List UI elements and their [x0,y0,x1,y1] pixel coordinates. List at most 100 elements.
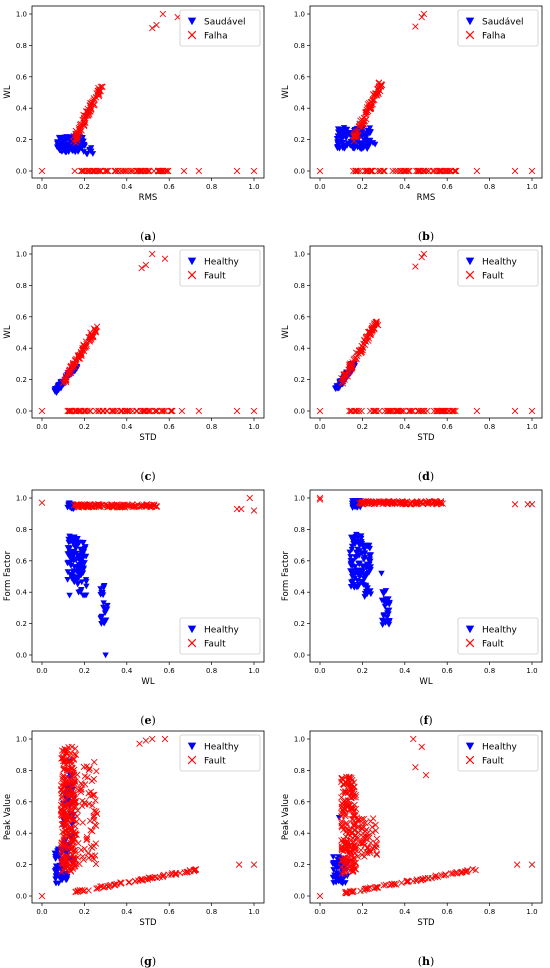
x-tick-label: 0.0 [314,423,325,431]
fault-point [444,167,452,175]
x-tick-label: 0.0 [36,667,47,675]
x-tick-label: 0.6 [164,183,176,191]
healthy-point [102,652,109,659]
fault-point [361,499,369,506]
fault-point [165,871,172,878]
legend-fault-marker [187,755,197,765]
fault-point [316,167,324,175]
fault-point [435,499,442,507]
fault-point [351,133,359,140]
fault-point [171,870,179,878]
fault-point [126,879,133,886]
axes-frame [31,489,265,663]
healthy-point [82,553,90,560]
healthy-point [339,144,347,151]
healthy-point [361,543,368,549]
fault-point [451,167,459,175]
x-tick-label: 0.2 [79,667,90,675]
healthy-point [60,873,67,880]
fault-point [64,766,71,773]
fault-point [413,877,420,885]
healthy-point [100,600,107,607]
fault-point [352,167,359,175]
fault-point [114,167,122,175]
fault-point [348,781,355,789]
fault-point [128,167,135,175]
fault-point [378,81,385,88]
y-tick-label: 1.0 [294,736,305,744]
fault-point [71,750,78,758]
fault-point [91,758,98,766]
fault-point [72,139,79,146]
fault-point [341,861,349,868]
legend: Healthy Fault [457,734,539,772]
fault-point [356,120,364,127]
fault-point [359,833,367,840]
legend-label: Fault [482,640,504,650]
fault-point [104,501,111,509]
healthy-point [381,603,389,610]
fault-point [361,853,368,860]
healthy-point [359,568,367,574]
fault-point [381,167,388,175]
fault-point [442,871,449,878]
fault-point [144,407,151,415]
fault-point [353,833,361,840]
fault-point [445,407,452,415]
fault-point [250,407,258,415]
fault-point [82,801,89,808]
fault-point [78,781,86,789]
healthy-point [366,125,374,132]
legend-label: Healthy [204,258,240,268]
fault-point [351,865,359,872]
fault-point [58,794,65,802]
y-tick-label: 0.6 [294,313,306,321]
fault-point [74,854,81,861]
healthy-point [340,125,348,131]
fault-point [144,876,152,883]
fault-point [93,767,100,775]
legend-healthy-marker [465,742,475,751]
legend: Healthy Fault [179,734,261,772]
fault-point [373,91,380,99]
fault-point [78,167,85,175]
y-tick-label: 0.6 [294,798,306,806]
subplot-caption: (d) [418,470,434,483]
fault-point [422,167,430,175]
fault-point [397,499,405,507]
fault-point [122,167,129,175]
fault-point [511,501,519,508]
fault-point [440,407,448,415]
fault-point [139,407,146,415]
healthy-point [361,550,368,557]
y-tick-label: 0.2 [16,136,27,144]
fault-point [153,21,160,29]
y-tick-label: 0.0 [16,408,27,416]
healthy-point [98,613,105,620]
fault-point [451,167,458,175]
fault-point [145,167,152,175]
fault-point [436,167,444,175]
fault-point [61,802,68,809]
legend-label: Saudável [482,18,524,28]
fault-point [137,167,144,175]
fault-point [118,407,125,415]
healthy-point [358,129,366,136]
healthy-point [81,143,88,150]
fault-point [412,23,419,30]
fault-point [348,888,355,895]
fault-point [88,777,96,785]
fault-point [87,501,94,508]
fault-point [354,824,361,831]
fault-point [233,167,241,175]
legend-label: Saudável [204,18,246,28]
fault-point [473,167,481,175]
legend-box [179,9,261,47]
legend-healthy-marker [187,742,197,751]
fault-point [158,407,165,415]
fault-point [473,407,481,415]
x-tick-label: 0.0 [314,667,325,675]
healthy-point [384,607,391,614]
healthy-point [353,584,361,591]
subplot-b: 0.0 0.2 0.4 0.6 0.8 1.0 0.0 0.2 0.4 0.6 0.8 1.0 RMS W… [281,5,543,243]
